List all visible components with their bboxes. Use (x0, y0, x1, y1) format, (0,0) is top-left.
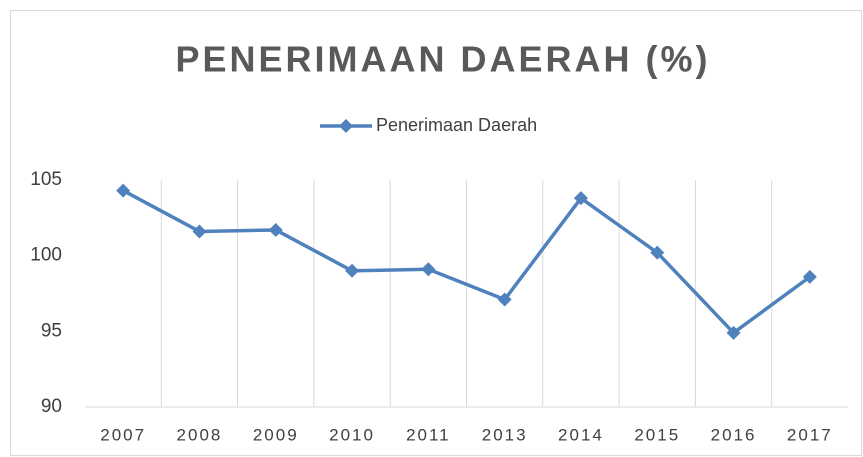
x-tick-label: 2014 (558, 425, 604, 444)
x-tick-label: 2015 (634, 425, 680, 444)
data-point (192, 224, 207, 239)
x-tick-label: 2016 (711, 425, 757, 444)
x-tick-label: 2017 (787, 425, 833, 444)
data-point (726, 325, 741, 340)
data-point (650, 245, 665, 260)
data-point (421, 262, 436, 277)
x-tick-label: 2007 (100, 425, 146, 444)
data-point (345, 263, 360, 278)
x-tick-label: 2013 (482, 425, 528, 444)
data-point (802, 269, 817, 284)
chart-frame (10, 10, 862, 456)
data-point (268, 222, 283, 237)
x-tick-label: 2009 (253, 425, 299, 444)
data-point (116, 183, 131, 198)
chart-title: PENERIMAAN DAERAH (%) (175, 39, 710, 80)
series-line (122, 189, 811, 335)
y-tick-label: 90 (41, 396, 62, 417)
data-point (497, 292, 512, 307)
y-tick-label: 100 (30, 245, 62, 266)
legend-label: Penerimaan Daerah (376, 115, 537, 135)
data-point (573, 191, 588, 206)
y-tick-label: 105 (30, 169, 62, 190)
x-tick-label: 2010 (329, 425, 375, 444)
x-tick-label: 2011 (406, 425, 451, 444)
x-tick-label: 2008 (177, 425, 223, 444)
legend-marker (339, 119, 353, 133)
y-tick-label: 95 (41, 320, 62, 341)
